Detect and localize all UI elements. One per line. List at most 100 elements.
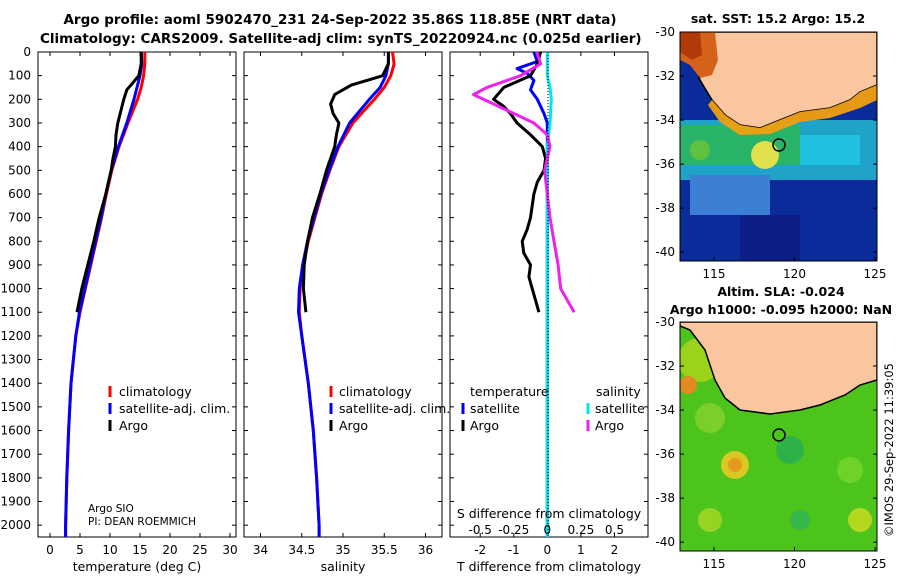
depth-tick-label: 800 <box>8 234 31 248</box>
sst-map <box>680 32 877 261</box>
depth-tick-label: 400 <box>8 140 31 154</box>
x-tick-label: 36 <box>418 543 433 557</box>
x-tick-label: 0 <box>544 543 552 557</box>
lat-tick-label: -30 <box>655 25 675 39</box>
depth-tick-label: 1500 <box>0 400 31 414</box>
legend-salinity-panel: climatology satellite-adj. clim. Argo <box>329 384 450 433</box>
map-top-axes: -30 -32 -34 -36 -38 -40 115 120 125 <box>655 25 886 281</box>
title-line2: Climatology: CARS2009. Satellite-adj cli… <box>40 31 642 47</box>
lon-tick-label: 120 <box>783 557 806 571</box>
depth-tick-label: 1800 <box>0 471 31 485</box>
lat-tick-label: -38 <box>655 201 675 215</box>
s-diff-title: S difference from climatology <box>457 506 642 521</box>
depth-tick-label: 900 <box>8 258 31 272</box>
depth-tick-label: 200 <box>8 92 31 106</box>
lat-tick-label: -38 <box>655 491 675 505</box>
legend3-tsat-label: satellite <box>470 401 520 416</box>
lat-tick-label: -32 <box>655 69 675 83</box>
series-line-argo <box>301 52 390 313</box>
x-tick-label: 0 <box>46 543 54 557</box>
argo-marker-bottom <box>772 428 786 442</box>
map-top-frame <box>679 31 878 262</box>
lat-tick-label: -40 <box>655 535 675 549</box>
legend3-temp-header: temperature <box>470 384 549 399</box>
legend3-targo-label: Argo <box>470 418 499 433</box>
lat-tick-label: -36 <box>655 447 675 461</box>
lon-tick-label: 125 <box>864 267 887 281</box>
lat-tick-label: -30 <box>655 315 675 329</box>
x-tick-label: 15 <box>132 543 147 557</box>
series-line-satellite-adj-clim- <box>297 52 390 537</box>
map-bottom-axes: -30 -32 -34 -36 -38 -40 115 120 125 <box>655 315 886 571</box>
lat-tick-label: -40 <box>655 245 675 259</box>
depth-tick-label: 100 <box>8 69 31 83</box>
lat-tick-label: -32 <box>655 359 675 373</box>
map-bottom-title1: Altim. SLA: -0.024 <box>717 284 845 299</box>
depth-tick-label: 2000 <box>0 518 31 532</box>
diff-xlabel: T difference from climatology <box>456 559 642 574</box>
legend2-sat-label: satellite-adj. clim. <box>339 401 450 416</box>
depth-tick-label: 1300 <box>0 353 31 367</box>
depth-tick-label: 300 <box>8 116 31 130</box>
x-tick-label: 1 <box>577 543 585 557</box>
legend3-ssat-label: satellite <box>595 401 645 416</box>
legend-temperature: climatology satellite-adj. clim. Argo <box>108 384 230 433</box>
x-tick-label: 2 <box>611 543 619 557</box>
lon-tick-label: 115 <box>703 557 726 571</box>
legend3-sargo-label: Argo <box>595 418 624 433</box>
legend-sat-label: satellite-adj. clim. <box>119 401 230 416</box>
x-axes: 0 5 10 15 20 25 30 34 34.5 35 35.5 36 -2 -1 0 1 2 <box>46 52 618 557</box>
x-tick-label: 5 <box>76 543 84 557</box>
s-tick-label: -0.25 <box>498 523 529 537</box>
legend-diff: temperature salinity satellite Argo sate… <box>461 384 645 433</box>
x-tick-label: -1 <box>508 543 520 557</box>
x-tick-label: -2 <box>474 543 486 557</box>
lon-tick-label: 120 <box>783 267 806 281</box>
series-line-satellite-adj-clim- <box>64 51 144 537</box>
map-bottom-title2: Argo h1000: -0.095 h2000: NaN <box>670 302 892 317</box>
series-line-argo <box>75 52 143 313</box>
legend2-argo-label: Argo <box>339 418 368 433</box>
watermark: ©IMOS 29-Sep-2022 11:39:05 <box>882 363 896 537</box>
legend-argo-label: Argo <box>119 418 148 433</box>
x-tick-label: 20 <box>162 543 177 557</box>
title-line1: Argo profile: aoml 5902470_231 24-Sep-20… <box>63 12 617 28</box>
depth-tick-label: 1100 <box>0 305 31 319</box>
temp-xlabel: temperature (deg C) <box>73 559 202 574</box>
depth-tick-label: 500 <box>8 163 31 177</box>
map-bottom-frame <box>679 321 878 552</box>
depth-tick-label: 0 <box>23 45 31 59</box>
sal-xlabel: salinity <box>321 559 366 574</box>
x-tick-label: 25 <box>192 543 207 557</box>
pi-line2: PI: DEAN ROEMMICH <box>88 516 196 528</box>
depth-tick-label: 1900 <box>0 495 31 509</box>
sla-map <box>680 322 877 551</box>
series-line-s-argo <box>472 51 576 313</box>
lon-tick-label: 115 <box>703 267 726 281</box>
depth-tick-label: 600 <box>8 187 31 201</box>
s-tick-label: 0 <box>544 523 552 537</box>
legend-clim-label: climatology <box>119 384 192 399</box>
x-tick-label: 35.5 <box>371 543 398 557</box>
s-diff-ticks: -0.5 -0.25 0 0.25 0.5 <box>468 523 623 537</box>
x-tick-label: 35 <box>335 543 350 557</box>
depth-tick-label: 1600 <box>0 424 31 438</box>
map-top-title: sat. SST: 15.2 Argo: 15.2 <box>691 11 865 26</box>
x-tick-label: 34 <box>253 543 268 557</box>
lat-tick-label: -34 <box>655 403 675 417</box>
lon-tick-label: 125 <box>864 557 887 571</box>
s-tick-label: 0.5 <box>605 523 624 537</box>
plot-series <box>64 51 576 537</box>
x-tick-label: 10 <box>102 543 117 557</box>
pi-line1: Argo SIO <box>88 503 134 515</box>
x-tick-label: 34.5 <box>288 543 315 557</box>
x-tick-label: 30 <box>222 543 237 557</box>
temp-panel-frame <box>37 51 237 538</box>
legend3-sal-header: salinity <box>596 384 641 399</box>
depth-tick-label: 700 <box>8 211 31 225</box>
series-line-t-argo <box>492 51 548 313</box>
depth-axis: 0 100 200 300 400 500 600 700 800 900 1000 1100 1200… <box>0 45 648 532</box>
depth-tick-label: 1200 <box>0 329 31 343</box>
depth-tick-label: 1400 <box>0 376 31 390</box>
lat-tick-label: -36 <box>655 157 675 171</box>
